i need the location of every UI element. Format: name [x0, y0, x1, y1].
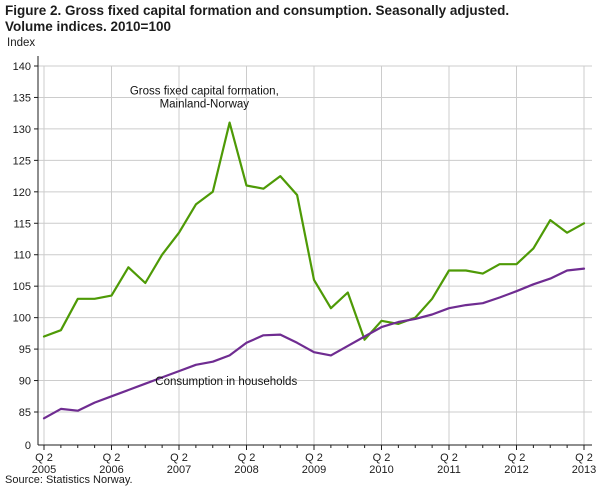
svg-text:110: 110 [13, 250, 31, 262]
y-axis-ticks-and-labels: 140 135 130 125 120 115 110 105 100 95 90 85 0 [13, 61, 38, 452]
svg-text:120: 120 [13, 187, 31, 199]
svg-text:Q 2: Q 2 [373, 452, 391, 464]
source-note: Source: Statistics Norway. [5, 474, 133, 486]
figure-title: Figure 2. Gross fixed capital formation … [5, 3, 605, 36]
figure-title-line2: Volume indices. 2010=100 [5, 19, 171, 35]
svg-text:Q 2: Q 2 [440, 452, 458, 464]
svg-text:2006: 2006 [99, 464, 123, 476]
svg-text:Q 2: Q 2 [35, 452, 53, 464]
svg-text:Q 2: Q 2 [508, 452, 526, 464]
svg-text:140: 140 [13, 61, 31, 73]
svg-text:115: 115 [13, 218, 31, 230]
svg-text:2008: 2008 [234, 464, 258, 476]
svg-text:2010: 2010 [369, 464, 393, 476]
svg-text:2009: 2009 [302, 464, 326, 476]
svg-text:2007: 2007 [167, 464, 191, 476]
svg-text:90: 90 [19, 376, 31, 388]
series-line-0 [42, 121, 586, 341]
annotation-1: Consumption in households [155, 376, 297, 388]
axes [37, 56, 592, 446]
svg-text:2005: 2005 [32, 464, 56, 476]
annotation-0: Gross fixed capital formation,Mainland-N… [130, 85, 279, 110]
svg-text:Consumption in households: Consumption in households [155, 376, 297, 388]
svg-text:Q 2: Q 2 [575, 452, 593, 464]
svg-text:100: 100 [13, 313, 31, 325]
svg-text:95: 95 [19, 344, 31, 356]
svg-text:Q 2: Q 2 [170, 452, 188, 464]
svg-text:85: 85 [19, 407, 31, 419]
svg-text:0: 0 [25, 440, 31, 452]
svg-text:135: 135 [13, 92, 31, 104]
y-axis-label: Index [7, 37, 36, 49]
svg-text:105: 105 [13, 281, 31, 293]
svg-text:Mainland-Norway: Mainland-Norway [160, 98, 250, 110]
svg-text:125: 125 [13, 155, 31, 167]
vertical-gridlines [43, 66, 585, 445]
svg-text:2011: 2011 [437, 464, 461, 476]
svg-text:Q 2: Q 2 [238, 452, 256, 464]
svg-text:Q 2: Q 2 [103, 452, 121, 464]
svg-text:Gross fixed capital formation,: Gross fixed capital formation, [130, 85, 279, 97]
horizontal-gridlines [38, 65, 592, 413]
svg-text:Q 2: Q 2 [305, 452, 323, 464]
svg-text:130: 130 [13, 124, 31, 136]
svg-text:2013: 2013 [572, 464, 596, 476]
figure-title-line1: Figure 2. Gross fixed capital formation … [5, 3, 510, 18]
svg-text:2012: 2012 [504, 464, 528, 476]
series-line-1 [42, 267, 586, 420]
